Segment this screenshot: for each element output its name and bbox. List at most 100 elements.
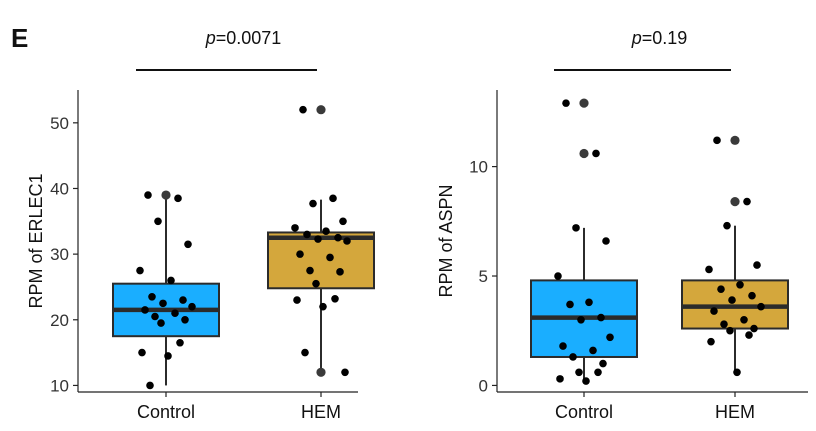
data-point (331, 294, 339, 303)
data-point (589, 346, 597, 355)
data-point (141, 306, 149, 314)
outlier-point (316, 105, 326, 115)
box-hem (267, 231, 375, 290)
data-point (326, 253, 334, 262)
data-point (750, 324, 758, 333)
p-symbol: p (205, 28, 216, 48)
data-point (757, 302, 765, 311)
data-point (602, 237, 610, 245)
p-symbol: p (631, 28, 642, 48)
y-tick-label: 30 (50, 245, 69, 264)
data-point (554, 272, 562, 280)
data-point (296, 250, 304, 258)
data-point (171, 309, 179, 318)
p-value: =0.19 (642, 28, 688, 48)
data-point (572, 224, 580, 232)
data-point (726, 326, 734, 335)
y-axis-title: RPM of ERLEC1 (26, 173, 46, 308)
data-point (314, 235, 322, 243)
data-point (599, 359, 607, 368)
data-point (562, 99, 570, 107)
chart-aspn: 0 5 10 Control HEM RPM of ASPN p=0.19 (436, 28, 808, 422)
data-point (293, 296, 301, 304)
data-point (301, 348, 309, 357)
data-point (343, 237, 351, 245)
y-tick-label: 10 (50, 376, 69, 395)
data-point (176, 338, 184, 347)
chart-erlec1: 10 20 30 40 50 Control HEM RPM of ERLEC1 p=0.007… (26, 28, 375, 422)
data-point (148, 293, 156, 301)
data-point (336, 268, 344, 276)
data-point (174, 194, 182, 203)
data-point (309, 199, 317, 208)
data-point (575, 368, 583, 377)
data-point (594, 368, 602, 377)
data-point (566, 300, 574, 309)
data-point (723, 221, 731, 230)
data-point (713, 136, 721, 145)
data-point (164, 352, 172, 360)
outlier-point (579, 98, 589, 108)
data-point (136, 266, 144, 275)
data-point (167, 276, 175, 285)
data-point (181, 315, 189, 324)
data-point (569, 353, 577, 361)
data-point (319, 302, 327, 311)
data-point (753, 261, 761, 269)
data-point (736, 280, 744, 289)
p-value-label: p=0.19 (631, 28, 688, 48)
data-point (339, 217, 347, 226)
x-tick-label-hem: HEM (301, 402, 341, 422)
data-point (720, 320, 728, 328)
p-value-label: p=0.0071 (205, 28, 282, 48)
data-point (717, 285, 725, 293)
data-point (157, 319, 165, 327)
data-point (707, 337, 715, 346)
data-point (556, 375, 564, 383)
data-point (303, 230, 311, 239)
data-point (341, 368, 349, 377)
data-point (559, 342, 567, 350)
data-point (710, 307, 718, 315)
data-point (597, 313, 605, 322)
x-tick-label-hem: HEM (715, 402, 755, 422)
data-point (582, 377, 590, 385)
data-point (733, 368, 741, 377)
data-point (745, 331, 753, 339)
data-point (179, 296, 187, 304)
outlier-point (730, 135, 740, 145)
outlier-point (316, 367, 326, 377)
x-tick-label-control: Control (137, 402, 195, 422)
data-point (748, 291, 756, 300)
data-point (728, 296, 736, 304)
outlier-point (161, 190, 171, 200)
y-tick-label: 20 (50, 311, 69, 330)
y-tick-label: 10 (469, 158, 488, 177)
y-tick-label: 0 (479, 376, 488, 395)
y-tick-label: 40 (50, 179, 69, 198)
p-value: =0.0071 (216, 28, 282, 48)
data-point (144, 191, 152, 199)
data-point (299, 105, 307, 114)
outlier-point (579, 148, 589, 159)
data-point (334, 233, 342, 242)
panel-label: E (11, 23, 28, 53)
y-axis-title: RPM of ASPN (436, 184, 456, 297)
y-tick-label: 50 (50, 114, 69, 133)
data-point (577, 315, 585, 324)
y-tick-label: 5 (479, 267, 488, 286)
data-point (585, 298, 593, 307)
outlier-point (730, 197, 740, 207)
data-point (146, 381, 154, 390)
data-point (312, 279, 320, 288)
data-point (188, 302, 196, 311)
data-point (159, 299, 167, 308)
data-point (743, 197, 751, 206)
data-point (154, 217, 162, 226)
data-point (705, 265, 713, 274)
data-point (329, 194, 337, 203)
data-point (592, 149, 600, 158)
x-tick-label-control: Control (555, 402, 613, 422)
data-point (306, 266, 314, 275)
